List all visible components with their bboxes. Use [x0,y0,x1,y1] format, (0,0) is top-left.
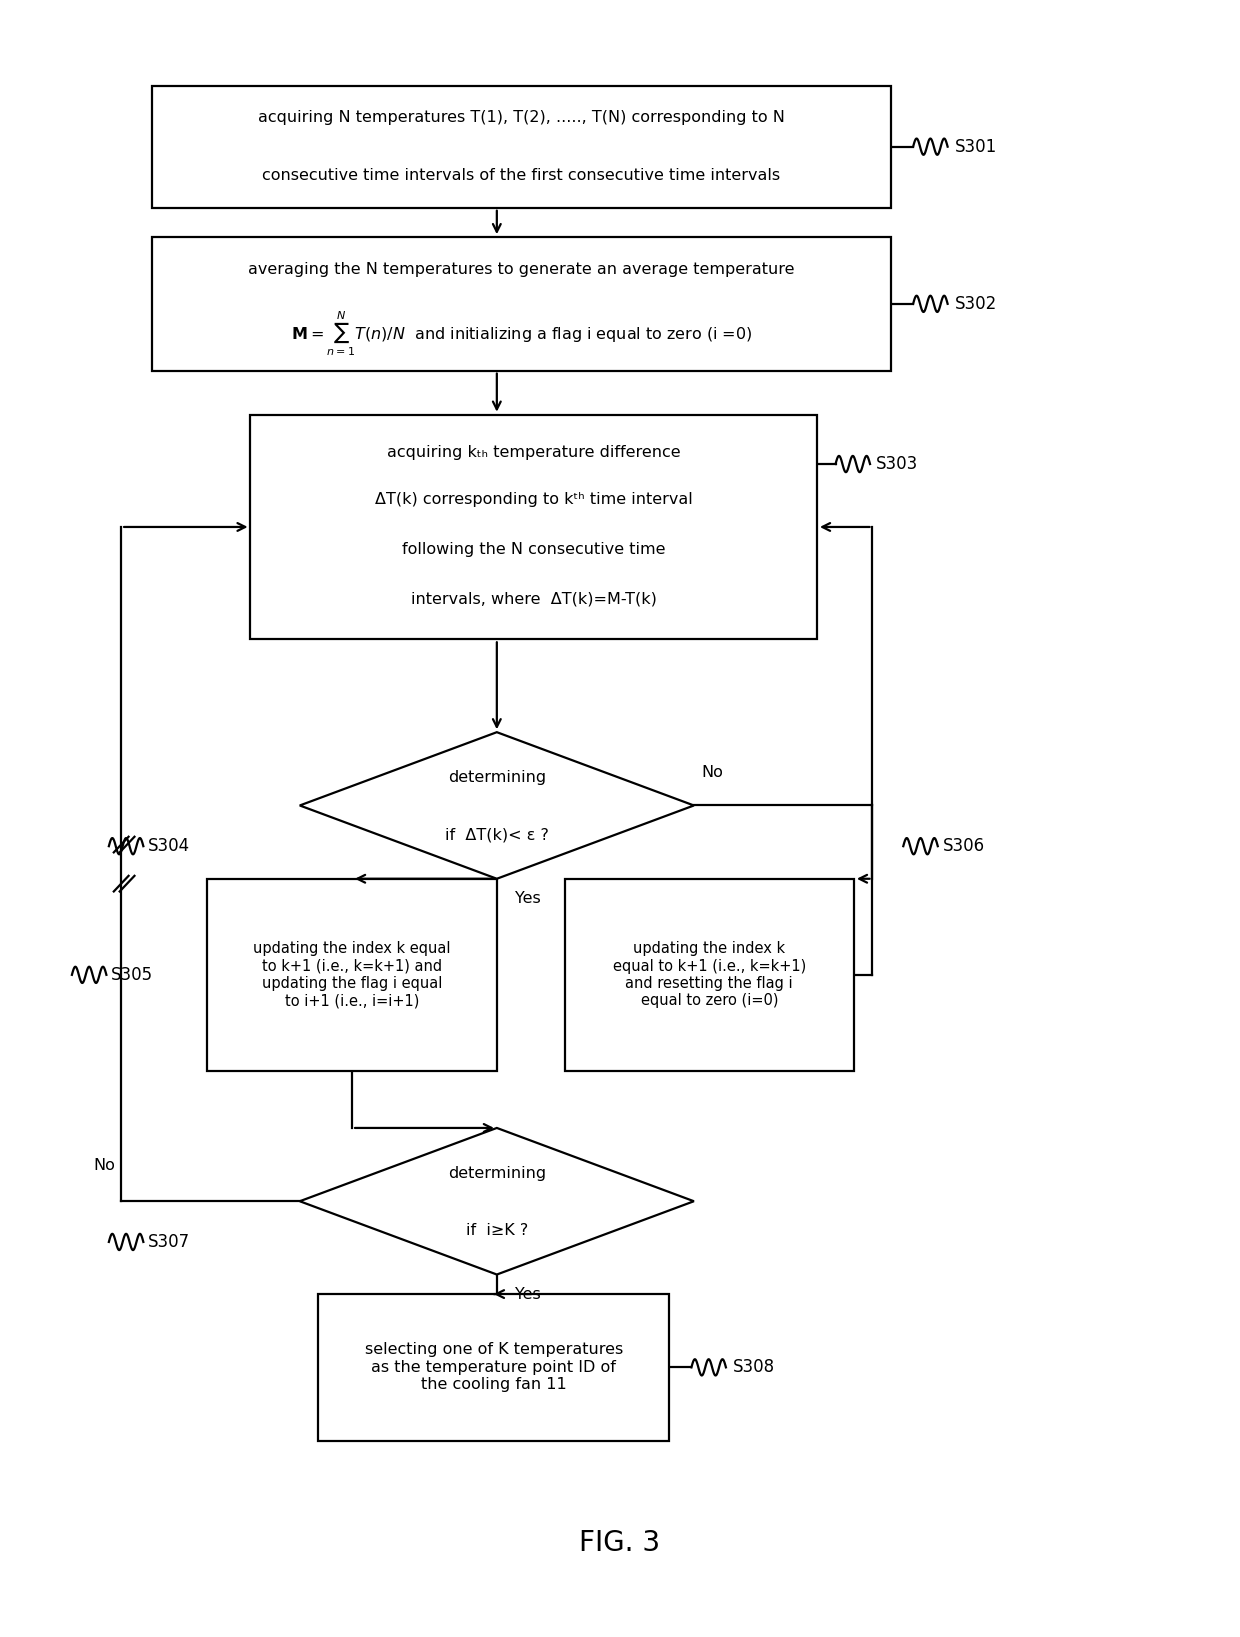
Text: S308: S308 [733,1359,775,1377]
Text: updating the index k equal
to k+1 (i.e., k=k+1) and
updating the flag i equal
to: updating the index k equal to k+1 (i.e.,… [253,941,451,1008]
Bar [153,85,892,208]
Text: if  i≥K ?: if i≥K ? [466,1223,528,1238]
Text: following the N consecutive time: following the N consecutive time [402,542,666,557]
Text: averaging the N temperatures to generate an average temperature: averaging the N temperatures to generate… [248,262,795,277]
Text: No: No [93,1157,115,1172]
Text: acquiring N temperatures T(1), T(2), ....., T(N) corresponding to N: acquiring N temperatures T(1), T(2), ...… [258,110,785,124]
Polygon shape [300,732,694,879]
Text: determining: determining [448,771,546,786]
Text: acquiring kₜₕ temperature difference: acquiring kₜₕ temperature difference [387,445,681,460]
Text: S305: S305 [112,966,154,984]
Text: Yes: Yes [516,1287,541,1301]
Text: consecutive time intervals of the first consecutive time intervals: consecutive time intervals of the first … [263,169,780,183]
Text: selecting one of K temperatures
as the temperature point ID of
the cooling fan 1: selecting one of K temperatures as the t… [365,1342,622,1391]
Text: $\mathbf{M}$$=$$\sum_{n=1}^{N}$$T(n)/N$  and initializing a flag i equal to zero: $\mathbf{M}$$=$$\sum_{n=1}^{N}$$T(n)/N$ … [290,309,753,357]
Bar [564,879,854,1071]
Text: S306: S306 [942,837,985,855]
Text: determining: determining [448,1166,546,1180]
Text: S302: S302 [955,295,997,313]
Text: S304: S304 [149,837,191,855]
Text: ΔT(k) corresponding to kᵗʰ time interval: ΔT(k) corresponding to kᵗʰ time interval [374,493,693,507]
Text: S303: S303 [877,455,919,473]
Text: Yes: Yes [516,891,541,905]
Text: intervals, where  ΔT(k)=M-T(k): intervals, where ΔT(k)=M-T(k) [410,591,657,606]
Bar [153,237,892,370]
Bar [207,879,497,1071]
Bar [250,414,817,640]
Text: if  ΔT(k)< ε ?: if ΔT(k)< ε ? [445,827,549,843]
Text: FIG. 3: FIG. 3 [579,1529,661,1557]
Text: S307: S307 [149,1233,191,1251]
Text: No: No [702,766,723,781]
Bar [319,1295,670,1441]
Text: S301: S301 [955,138,997,156]
Text: updating the index k
equal to k+1 (i.e., k=k+1)
and resetting the flag i
equal t: updating the index k equal to k+1 (i.e.,… [613,941,806,1008]
Polygon shape [300,1128,694,1275]
